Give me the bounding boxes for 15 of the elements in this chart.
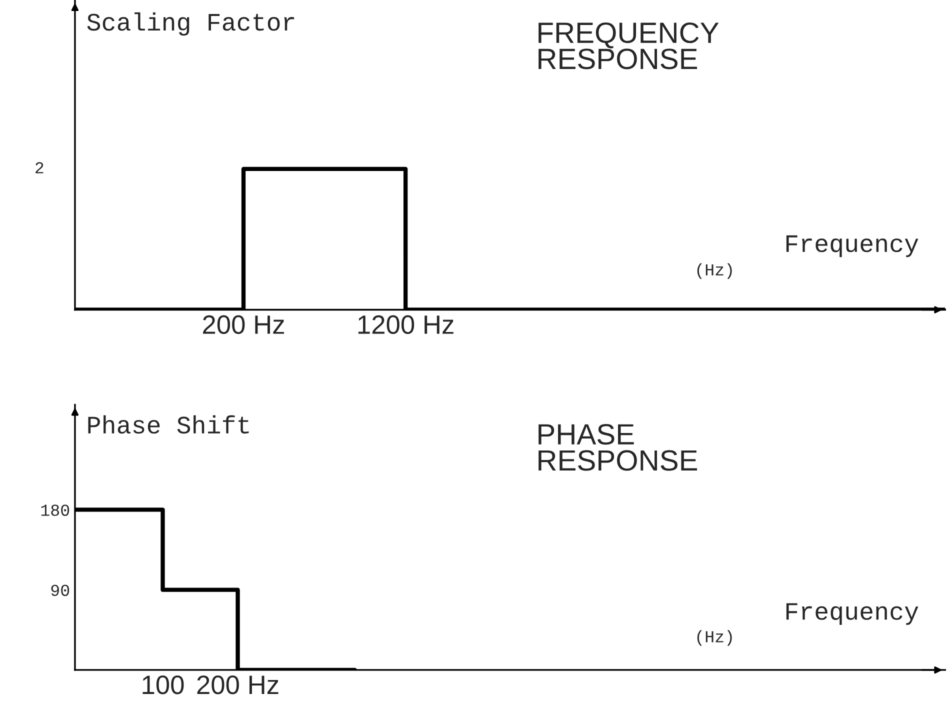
chart-title: FREQUENCY RESPONSE: [538, 22, 719, 70]
y-axis-title: Scaling Factor: [87, 12, 294, 36]
y-axis-title: Phase Shift: [88, 415, 249, 434]
y-tick-label: 90: [51, 584, 70, 596]
x-tick-label: 1200 Hz: [358, 315, 454, 334]
text: PHASE RESPONSE: [538, 424, 698, 471]
annotation: (Hz): [697, 263, 732, 279]
text: 2: [36, 162, 44, 174]
x-axis-title: Frequency: [786, 235, 918, 258]
x-axis-title: Frequency: [786, 603, 918, 625]
annotation: (Hz): [697, 630, 732, 646]
y-tick-label: 180: [41, 504, 70, 516]
x-tick-label: 200 Hz: [203, 315, 284, 334]
x-tick-label: 200 Hz: [197, 676, 278, 694]
x-tick-label: 100: [142, 676, 184, 694]
